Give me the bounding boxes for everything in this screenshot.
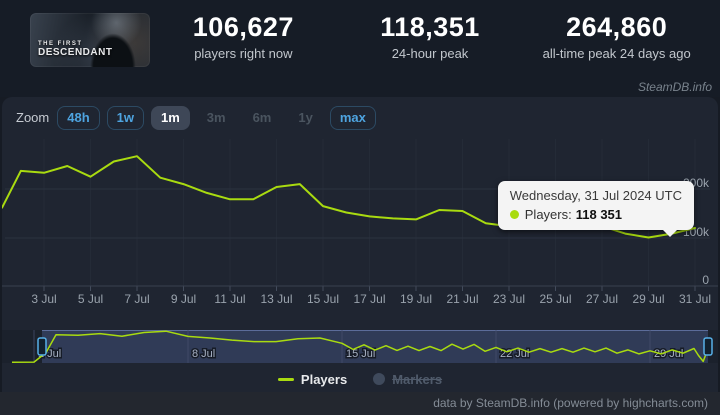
tooltip-series-label: Players:: [524, 207, 572, 222]
x-tick-label: 7 Jul: [124, 292, 149, 306]
legend-markers-label: Markers: [392, 371, 443, 387]
stat-value: 264,860: [566, 12, 668, 42]
zoom-button-1m[interactable]: 1m: [150, 106, 190, 130]
stat-label: all-time peak 24 days ago: [542, 46, 691, 61]
legend-item-players[interactable]: Players: [277, 371, 348, 387]
game-logo-line1: THE FIRST: [38, 41, 83, 48]
game-logo-line2: DESCENDANT: [38, 46, 113, 58]
chart-panel: 3 Jul 5 Jul 7 Jul 9 Jul 11 Jul 13 Jul 15 Jul 17…: [2, 97, 718, 392]
game-logo: THE FIRST DESCENDANT: [38, 41, 112, 58]
navigator-left-handle[interactable]: [37, 337, 47, 356]
zoom-button-3m: 3m: [206, 110, 226, 125]
chart-legend: Players Markers: [2, 370, 718, 388]
credits-footer: data by SteamDB.info (powered by highcha…: [0, 392, 720, 415]
navigator-tick-label: 29 Jul: [654, 348, 683, 360]
navigator-series-line: [11, 330, 710, 364]
x-tick-label: 21 Jul: [446, 292, 478, 306]
zoom-button-1y: 1y: [298, 110, 313, 125]
legend-players-label: Players: [300, 371, 348, 387]
x-tick-label: 5 Jul: [78, 292, 103, 306]
steamdb-watermark: SteamDB.info: [637, 80, 712, 94]
series-color-dot: [509, 210, 519, 219]
zoom-button-1w[interactable]: 1w: [106, 106, 144, 130]
legend-item-markers[interactable]: Markers: [373, 372, 442, 387]
x-tick-label: 17 Jul: [353, 292, 385, 306]
x-tick-label: 31 Jul: [679, 292, 711, 306]
player-count-chart[interactable]: 3 Jul 5 Jul 7 Jul 9 Jul 11 Jul 13 Jul 15 Jul 17…: [2, 97, 718, 392]
x-tick-label: 3 Jul: [31, 292, 56, 306]
game-banner-image[interactable]: THE FIRST DESCENDANT: [30, 13, 150, 67]
zoom-button-48h[interactable]: 48h: [57, 106, 100, 130]
stat-current-players: 106,627 players right now: [150, 12, 337, 70]
y-tick-label: 0: [702, 273, 709, 287]
credit-text[interactable]: data by SteamDB.info (powered by highcha…: [433, 396, 708, 410]
markers-circle-swatch: [373, 373, 386, 385]
navigator-right-handle[interactable]: [703, 337, 713, 356]
zoom-button-6m: 6m: [252, 110, 272, 125]
stat-label: players right now: [194, 46, 293, 61]
players-line-swatch: [277, 377, 294, 381]
stat-label: 24-hour peak: [391, 46, 469, 61]
player-stats: 106,627 players right now 118,351 24-hour p…: [150, 12, 710, 70]
zoom-label: Zoom: [16, 110, 50, 126]
tooltip-date: Wednesday, 31 Jul 2024 UTC: [509, 188, 682, 203]
x-tick-label: 27 Jul: [586, 292, 618, 306]
x-tick-label: 19 Jul: [400, 292, 432, 306]
tooltip-value: 118 351: [575, 207, 623, 222]
navigator-tick-label: 15 Jul: [346, 348, 375, 360]
x-tick-label: 13 Jul: [260, 292, 292, 306]
main-plot: 3 Jul 5 Jul 7 Jul 9 Jul 11 Jul 13 Jul 15 Jul 17…: [2, 139, 718, 306]
navigator: 1 Jul 8 Jul 15 Jul 22 Jul 29 Jul: [2, 330, 718, 364]
x-tick-label: 11 Jul: [214, 292, 245, 306]
stats-header: THE FIRST DESCENDANT 106,627 players righ…: [0, 0, 720, 97]
navigator-tick-label: 8 Jul: [192, 348, 215, 360]
x-tick-label: 25 Jul: [539, 292, 571, 306]
banner-artwork: [90, 33, 136, 67]
zoom-buttons: 48h 1w 1m 3m 6m 1y max: [57, 106, 383, 130]
stat-all-time-peak: 264,860 all-time peak 24 days ago: [523, 12, 710, 70]
navigator-selected-mask[interactable]: [42, 330, 708, 363]
zoom-button-max[interactable]: max: [329, 106, 376, 130]
x-tick-label: 29 Jul: [632, 292, 664, 306]
stat-24h-peak: 118,351 24-hour peak: [337, 12, 524, 70]
chart-tooltip: Wednesday, 31 Jul 2024 UTC Players: 118 …: [497, 181, 694, 237]
x-tick-label: 23 Jul: [493, 292, 525, 306]
stat-value: 106,627: [192, 12, 294, 42]
x-tick-label: 9 Jul: [171, 292, 196, 306]
x-tick-label: 15 Jul: [307, 292, 339, 306]
zoom-toolbar: Zoom 48h 1w 1m 3m 6m 1y max: [16, 106, 383, 130]
stat-value: 118,351: [380, 12, 480, 42]
